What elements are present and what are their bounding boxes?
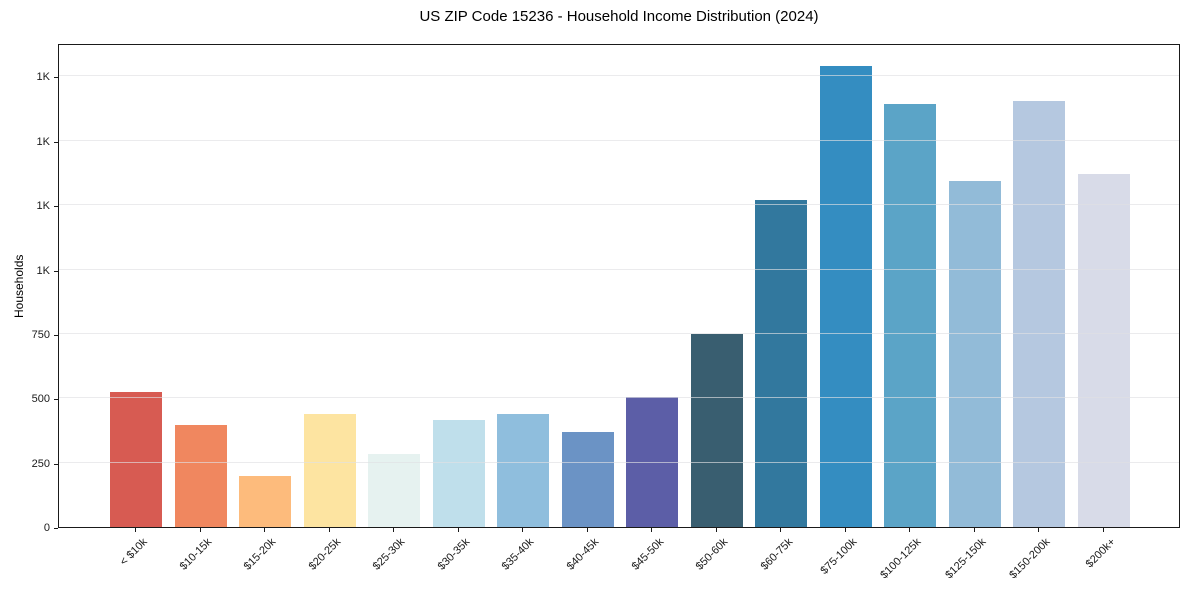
x-tick-label: $45-50k [629, 536, 666, 573]
y-tick-label: 0 [43, 522, 50, 534]
x-tick-mark [329, 528, 330, 532]
gridline [59, 268, 1179, 270]
gridline [59, 461, 1179, 463]
x-tick-label: $100-125k [878, 536, 924, 582]
plot-area [58, 44, 1180, 528]
x-tick-label: $25-30k [371, 536, 408, 573]
gridline [59, 75, 1179, 77]
x-tick-mark [780, 528, 781, 532]
x-tick-label: $40-45k [564, 536, 602, 573]
x-tick-mark [264, 528, 265, 532]
y-tick-mark [54, 206, 58, 207]
y-tick-label: 500 [31, 393, 50, 405]
x-tick-label: $15-20k [241, 536, 279, 573]
x-tick-mark [587, 528, 588, 532]
bar-200k [1078, 174, 1130, 527]
y-tick-label: 750 [31, 329, 50, 341]
y-axis-label: Households [12, 254, 26, 318]
x-tick-mark [974, 528, 975, 532]
y-tick-mark [54, 528, 58, 529]
x-tick-mark [393, 528, 394, 532]
x-tick-label: $125-150k [943, 536, 989, 582]
x-tick-label: $150-200k [1007, 536, 1053, 582]
x-tick-mark [651, 528, 652, 532]
x-tick-label: < $10k [117, 536, 150, 569]
y-tick-label: 1K [36, 71, 50, 83]
bar-35-40k [497, 413, 549, 527]
bar-50-60k [691, 333, 743, 527]
bar-20-25k [304, 413, 356, 527]
gridline [59, 332, 1179, 334]
x-tick-mark [1038, 528, 1039, 532]
x-tick-mark [135, 528, 136, 532]
x-tick-label: $50-60k [693, 536, 731, 573]
y-tick-mark [54, 271, 58, 272]
x-tick-mark [1103, 528, 1104, 532]
gridline [59, 139, 1179, 141]
y-tick-label: 1K [36, 265, 50, 277]
x-tick-label: $30-35k [435, 536, 473, 573]
gridline [59, 204, 1179, 206]
bar-75-100k [820, 66, 872, 527]
x-tick-mark [458, 528, 459, 532]
x-tick-mark [909, 528, 910, 532]
gridline [59, 397, 1179, 399]
y-tick-mark [54, 464, 58, 465]
bar-100-125k [884, 103, 936, 527]
x-tick-mark [522, 528, 523, 532]
bar-40-45k [562, 431, 614, 527]
x-tick-mark [716, 528, 717, 532]
y-tick-mark [54, 77, 58, 78]
y-tick-label: 250 [31, 458, 50, 470]
y-tick-label: 1K [36, 136, 50, 148]
y-tick-label: 1K [36, 200, 50, 212]
bar-60-75k [755, 200, 807, 527]
y-tick-mark [54, 142, 58, 143]
bar-30-35k [433, 420, 485, 527]
bar-125-150k [949, 180, 1001, 527]
x-tick-label: $20-25k [306, 536, 344, 573]
x-tick-label: $10-15k [177, 536, 215, 573]
x-tick-mark [845, 528, 846, 532]
x-tick-label: $60-75k [758, 536, 795, 573]
bar-150-200k [1013, 100, 1065, 527]
x-tick-mark [200, 528, 201, 532]
y-tick-mark [54, 399, 58, 400]
chart-title: US ZIP Code 15236 - Household Income Dis… [419, 8, 819, 25]
bar-10k [110, 391, 162, 527]
y-tick-mark [54, 335, 58, 336]
x-tick-label: $200k+ [1083, 536, 1118, 571]
bar-25-30k [368, 453, 420, 527]
bar-15-20k [239, 475, 291, 527]
x-tick-label: $75-100k [818, 536, 860, 577]
bar-10-15k [175, 425, 227, 527]
x-tick-label: $35-40k [500, 536, 537, 573]
